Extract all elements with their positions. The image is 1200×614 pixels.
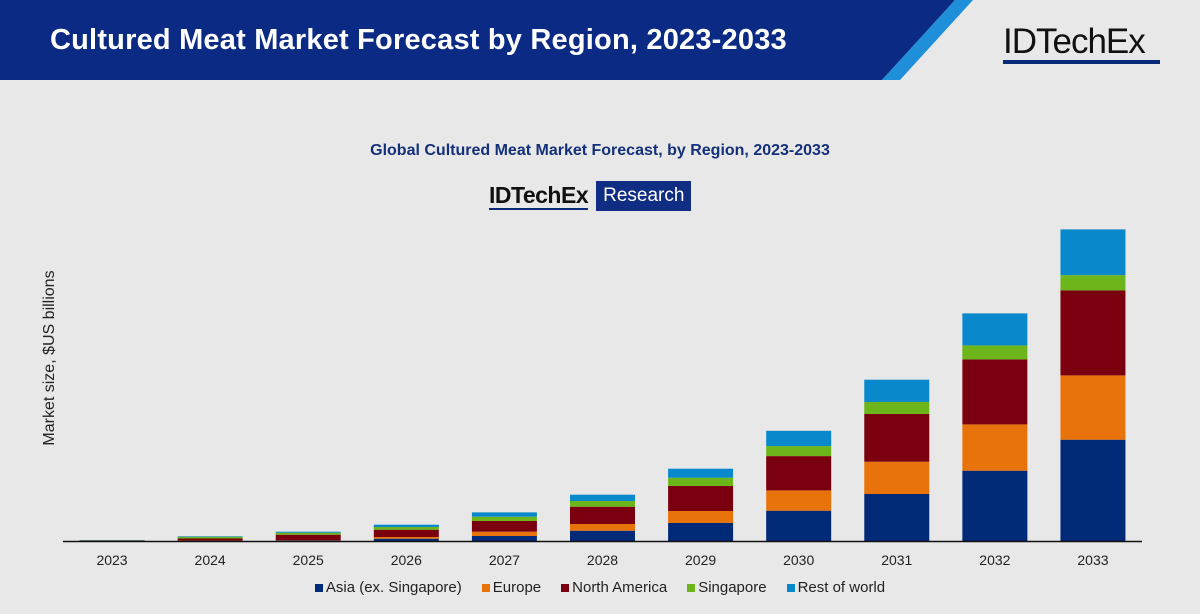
bar-segment-2027-1 bbox=[471, 531, 537, 536]
bar-segment-2031-0 bbox=[864, 494, 930, 541]
bar-segment-2026-1 bbox=[373, 537, 439, 539]
bar-segment-2032-1 bbox=[962, 424, 1028, 471]
legend-swatch bbox=[561, 583, 570, 592]
bar-segment-2031-1 bbox=[864, 461, 930, 494]
bar-segment-2030-3 bbox=[766, 446, 832, 457]
sublogo-brand: IDTechEx bbox=[489, 182, 589, 210]
idtechex-logo: IDTechEx bbox=[1003, 22, 1146, 61]
page-title: Cultured Meat Market Forecast by Region,… bbox=[50, 24, 787, 56]
logo-underline bbox=[1003, 60, 1160, 64]
legend-swatch bbox=[314, 583, 323, 592]
bar-segment-2030-0 bbox=[766, 510, 832, 541]
bar-segment-2032-3 bbox=[962, 345, 1028, 360]
legend-swatch bbox=[687, 583, 696, 592]
bar-segment-2033-1 bbox=[1060, 375, 1126, 440]
bar-segment-2024-3 bbox=[177, 536, 243, 539]
legend-item: Rest of world bbox=[786, 579, 886, 596]
legend-item: Singapore bbox=[687, 579, 767, 596]
chart-title: Global Cultured Meat Market Forecast, by… bbox=[370, 142, 830, 159]
sublogo-label: Research bbox=[596, 181, 692, 211]
bar-segment-2030-2 bbox=[766, 456, 832, 491]
bar-segment-2026-0 bbox=[373, 538, 439, 541]
bar-segment-2029-4 bbox=[668, 468, 734, 478]
bar-segment-2024-2 bbox=[177, 538, 243, 541]
bar-segment-2029-0 bbox=[668, 523, 734, 541]
bar-segment-2026-3 bbox=[373, 527, 439, 530]
bar-segment-2027-2 bbox=[471, 521, 537, 532]
bar-segment-2027-3 bbox=[471, 516, 537, 521]
legend-label: Rest of world bbox=[797, 579, 886, 596]
legend-item: North America bbox=[561, 579, 667, 596]
x-tick-label: 2032 bbox=[979, 552, 1010, 568]
legend-swatch bbox=[481, 583, 490, 592]
legend-label: North America bbox=[572, 579, 668, 596]
x-tick-label: 2024 bbox=[195, 552, 226, 568]
bar-segment-2025-4 bbox=[275, 531, 341, 533]
x-tick-label: 2031 bbox=[881, 552, 912, 568]
banner-navy-shape bbox=[0, 0, 955, 80]
bar-segment-2032-2 bbox=[962, 359, 1028, 425]
banner-stripe bbox=[882, 0, 973, 80]
bar-segment-2033-3 bbox=[1060, 275, 1126, 291]
bar-segment-2033-0 bbox=[1060, 439, 1126, 541]
x-tick-label: 2025 bbox=[293, 552, 324, 568]
bar-segment-2033-4 bbox=[1060, 229, 1126, 276]
bar-segment-2032-4 bbox=[962, 313, 1028, 346]
bar-segment-2028-2 bbox=[570, 506, 635, 524]
idtechex-research-logo: IDTechEx Research bbox=[489, 181, 692, 211]
bar-segment-2026-2 bbox=[373, 529, 439, 537]
bar-segment-2029-2 bbox=[668, 486, 734, 511]
bar-segment-2031-2 bbox=[864, 414, 930, 462]
bar-segment-2032-0 bbox=[962, 470, 1028, 541]
x-tick-label: 2029 bbox=[685, 552, 716, 568]
legend-label: Singapore bbox=[698, 579, 767, 596]
bar-segment-2030-4 bbox=[766, 430, 832, 447]
bar-segment-2024-4 bbox=[177, 536, 243, 537]
legend-label: Europe bbox=[492, 579, 542, 596]
bar-segment-2033-2 bbox=[1060, 290, 1126, 376]
legend-item: Europe bbox=[481, 579, 542, 596]
bar-segment-2025-2 bbox=[275, 534, 341, 541]
bar-segment-2029-1 bbox=[668, 511, 734, 523]
bar-segment-2031-3 bbox=[864, 402, 930, 414]
x-tick-label: 2033 bbox=[1077, 552, 1108, 568]
bar-segment-2029-3 bbox=[668, 477, 734, 486]
bar-segment-2028-3 bbox=[570, 501, 635, 507]
bar-segment-2027-0 bbox=[471, 536, 537, 541]
bar-segment-2027-4 bbox=[471, 512, 537, 517]
x-tick-label: 2028 bbox=[587, 552, 618, 568]
header-banner bbox=[0, 0, 973, 80]
bar-segment-2028-0 bbox=[570, 530, 635, 541]
legend: Asia (ex. Singapore) Europe North America S… bbox=[0, 579, 1200, 596]
bar-segment-2028-1 bbox=[570, 524, 635, 531]
bar-segment-2026-4 bbox=[373, 524, 439, 527]
bar-segment-2030-1 bbox=[766, 490, 832, 511]
bar-segment-2031-4 bbox=[864, 379, 930, 402]
x-tick-label: 2027 bbox=[489, 552, 520, 568]
bar-segment-2028-4 bbox=[570, 494, 635, 501]
legend-swatch bbox=[786, 583, 795, 592]
x-tick-label: 2023 bbox=[96, 552, 127, 568]
x-tick-label: 2030 bbox=[783, 552, 814, 568]
bar-segment-2025-3 bbox=[275, 532, 341, 535]
legend-label: Asia (ex. Singapore) bbox=[325, 579, 462, 596]
legend-item: Asia (ex. Singapore) bbox=[314, 579, 462, 596]
x-tick-label: 2026 bbox=[391, 552, 422, 568]
